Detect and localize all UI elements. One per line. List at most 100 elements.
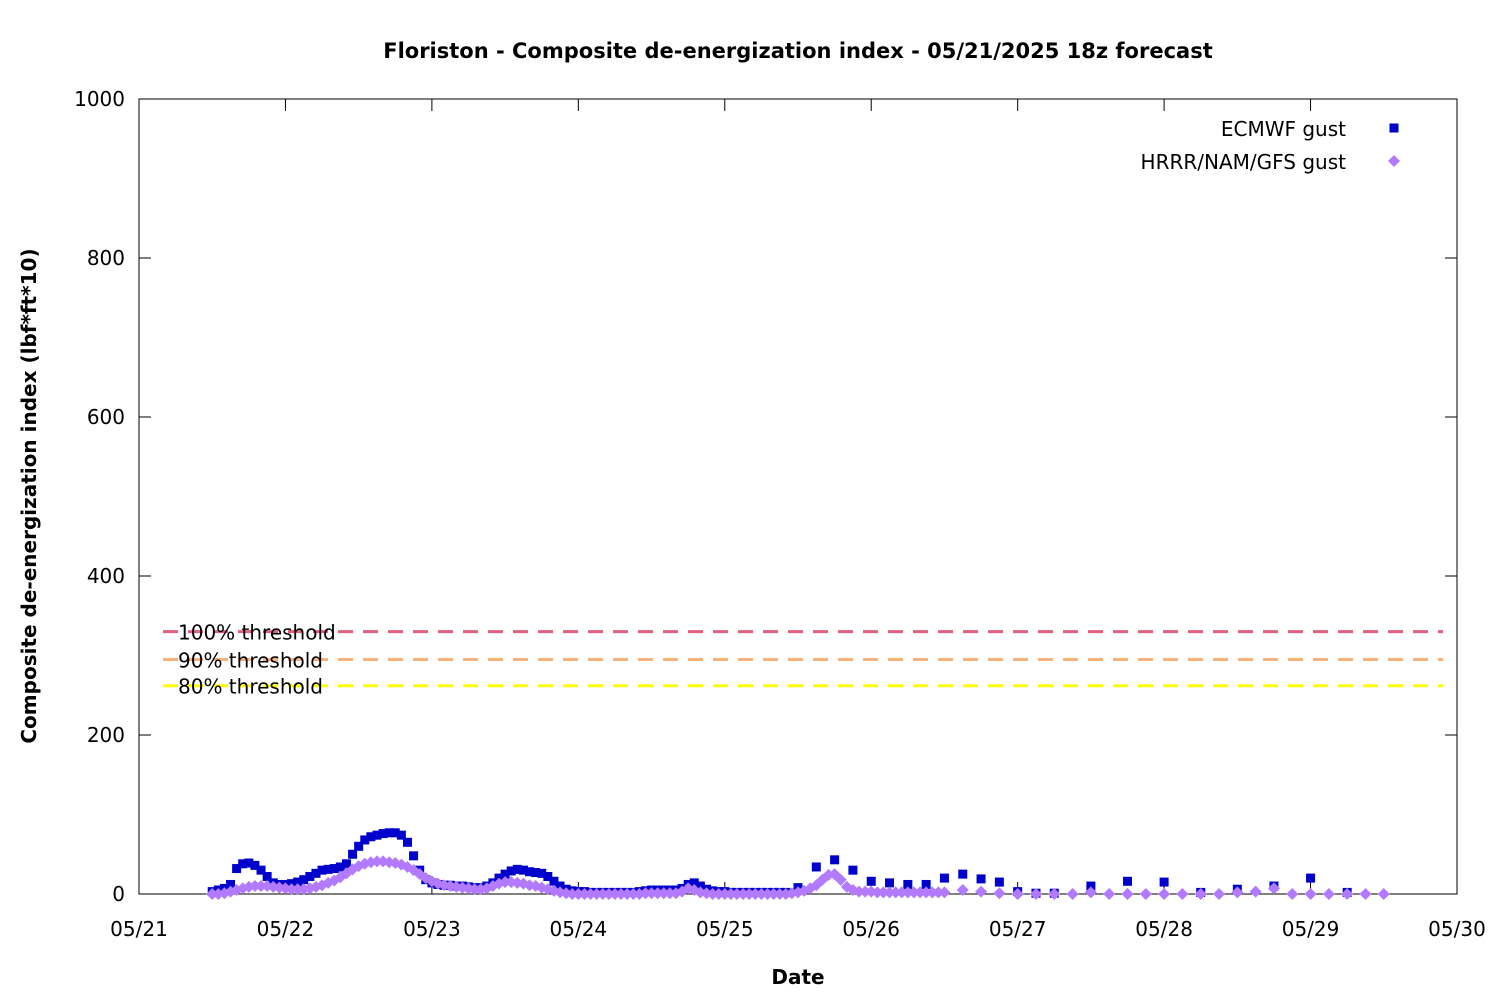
data-point (317, 865, 327, 875)
data-point (354, 841, 364, 851)
data-point (341, 859, 351, 869)
x-axis: 05/21 05/22 05/23 05/24 05/25 05/26 05/27 05/28… (110, 99, 1486, 941)
data-point (761, 888, 774, 900)
data-point (506, 866, 516, 876)
data-point (939, 873, 949, 883)
data-point (866, 876, 876, 886)
data-point (1304, 888, 1317, 900)
plot-area-border (138, 98, 1458, 895)
data-point (1029, 888, 1042, 900)
data-point (724, 888, 737, 900)
data-point (602, 888, 615, 900)
data-point (1267, 882, 1280, 895)
data-point (859, 885, 872, 898)
y-axis: 0 200 400 600 800 1000 (74, 87, 1457, 906)
y-tick-label: 0 (112, 882, 125, 906)
data-point (1213, 888, 1226, 900)
x-tick-label: 05/30 (1428, 917, 1486, 941)
data-point (1139, 888, 1152, 900)
data-point (1159, 877, 1169, 887)
data-point (285, 883, 298, 896)
data-point (1341, 888, 1354, 900)
data-point (712, 888, 725, 900)
data-point (663, 887, 676, 900)
y-tick-label: 800 (87, 246, 125, 270)
x-axis-label: Date (771, 965, 824, 989)
data-point (549, 876, 559, 886)
data-point (706, 888, 719, 900)
data-point (615, 888, 628, 900)
data-point (1086, 881, 1096, 891)
data-point (1121, 888, 1134, 900)
data-point (1377, 888, 1390, 900)
legend-label: ECMWF gust (1221, 117, 1346, 141)
data-point (1011, 888, 1024, 900)
data-point (226, 879, 236, 889)
data-point (525, 867, 535, 877)
threshold-label: 80% threshold (178, 675, 323, 699)
data-point (584, 888, 597, 900)
data-point (250, 860, 260, 870)
data-point (938, 886, 951, 899)
data-point (1359, 888, 1372, 900)
data-point (531, 868, 541, 878)
data-point (889, 886, 902, 899)
data-point (566, 888, 579, 900)
data-point (468, 883, 481, 896)
data-point (932, 886, 945, 899)
x-tick-label: 05/26 (842, 917, 900, 941)
data-point (360, 835, 370, 845)
data-point (993, 887, 1006, 900)
data-point (1066, 888, 1079, 900)
data-point (885, 878, 895, 888)
data-point (651, 887, 664, 900)
data-point (853, 885, 866, 898)
data-point (730, 888, 743, 900)
y-tick-label: 1000 (74, 87, 125, 111)
data-point (335, 862, 345, 872)
data-point (1194, 888, 1207, 900)
data-point (299, 875, 309, 885)
data-point (396, 830, 406, 840)
data-point (621, 888, 634, 900)
y-tick-label: 200 (87, 723, 125, 747)
legend-marker (1389, 123, 1399, 133)
data-point (830, 855, 840, 865)
data-point (409, 851, 419, 861)
data-point (871, 886, 884, 899)
threshold-lines: 100% threshold 90% threshold 80% threshold (163, 621, 1443, 699)
data-point (811, 862, 821, 872)
x-tick-label: 05/21 (110, 917, 168, 941)
data-point (903, 879, 913, 889)
data-point (755, 888, 768, 900)
data-point (737, 888, 750, 900)
legend-label: HRRR/NAM/GFS gust (1141, 150, 1347, 174)
data-point (773, 888, 786, 900)
data-point (500, 869, 510, 879)
data-point (255, 880, 268, 893)
data-point (958, 869, 968, 879)
data-point (1286, 888, 1299, 900)
legend: ECMWF gust HRRR/NAM/GFS gust (1141, 117, 1400, 174)
data-point (883, 886, 896, 899)
data-point (370, 855, 383, 868)
data-point (1158, 888, 1171, 900)
data-point (975, 885, 988, 898)
data-point (1048, 888, 1061, 900)
x-tick-label: 05/28 (1135, 917, 1193, 941)
data-point (1176, 888, 1189, 900)
data-point (555, 881, 565, 891)
data-point (1103, 888, 1116, 900)
data-point (1306, 873, 1316, 883)
data-point (323, 864, 333, 874)
data-point (499, 876, 512, 889)
data-point (645, 887, 658, 900)
x-tick-label: 05/27 (989, 917, 1047, 941)
data-point (390, 828, 400, 838)
x-tick-label: 05/23 (403, 917, 461, 941)
data-point (291, 883, 304, 896)
data-point (372, 830, 382, 840)
threshold-label: 100% threshold (178, 621, 336, 645)
data-point (657, 887, 670, 900)
data-series (206, 828, 1390, 900)
